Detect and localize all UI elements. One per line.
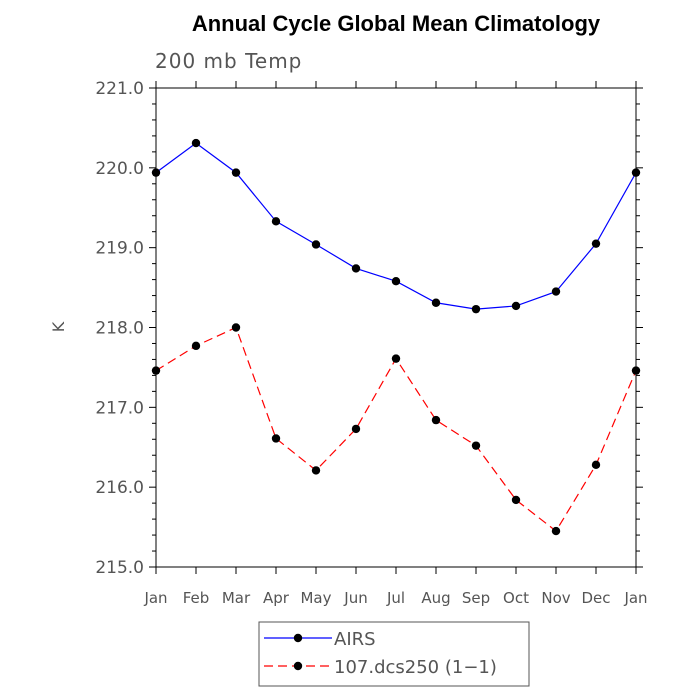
data-point (151, 366, 161, 375)
data-point (551, 526, 561, 536)
legend-marker (293, 661, 303, 671)
x-tick-label: Mar (222, 589, 251, 607)
data-point (351, 424, 361, 434)
data-point (231, 323, 241, 332)
x-tick-label: May (300, 589, 331, 607)
x-tick-label: Oct (503, 589, 529, 607)
axes: 215.0 216.0 217.0 218.0 219.0 220.0 221.0 Jan Fe… (95, 79, 647, 607)
data-point (271, 217, 281, 226)
data-point (151, 168, 161, 177)
data-point (391, 354, 401, 363)
data-point (471, 441, 481, 450)
legend-item: 107.dcs250 (1−1) (264, 657, 497, 678)
x-tick-label: Jan (623, 589, 647, 607)
x-tick-label: Jul (386, 589, 405, 607)
y-axis-label: K (49, 321, 68, 332)
x-tick-label: Dec (581, 589, 610, 607)
chart-title: Annual Cycle Global Mean Climatology (192, 11, 601, 36)
data-point (191, 341, 201, 351)
x-tick-label: Nov (541, 589, 570, 607)
series-layer (151, 138, 641, 536)
data-point (391, 276, 401, 286)
plot-frame (155, 87, 637, 568)
y-tick-label: 221.0 (95, 79, 144, 99)
data-point (311, 466, 321, 475)
data-point (471, 304, 481, 314)
legend: AIRS 107.dcs250 (1−1) (258, 621, 530, 687)
data-point (631, 168, 641, 177)
series-2 (151, 323, 641, 536)
data-point (311, 240, 321, 249)
legend-label: 107.dcs250 (1−1) (334, 657, 497, 678)
x-tick-label: Sep (462, 589, 490, 607)
data-point (431, 298, 441, 307)
legend-marker (293, 633, 303, 643)
chart-subtitle: 200 mb Temp (155, 49, 302, 73)
data-point (511, 301, 521, 311)
data-point (631, 366, 641, 375)
y-tick-label: 218.0 (95, 319, 144, 339)
x-tick-label: Apr (263, 589, 290, 607)
y-tick-label: 217.0 (95, 398, 144, 418)
x-tick-label: Feb (183, 589, 210, 607)
data-point (191, 138, 201, 148)
x-tick-label: Jun (343, 589, 367, 607)
data-point (271, 434, 281, 443)
data-point (551, 287, 561, 296)
y-tick-label: 220.0 (95, 159, 144, 179)
y-tick-label: 219.0 (95, 239, 144, 259)
x-tick-label: Aug (421, 589, 450, 607)
x-tick-label: Jan (143, 589, 167, 607)
legend-item: AIRS (264, 629, 376, 650)
legend-box (258, 621, 530, 687)
data-point (511, 495, 521, 505)
data-point (591, 239, 601, 248)
legend-label: AIRS (334, 629, 376, 650)
data-point (591, 460, 601, 470)
y-tick-label: 216.0 (95, 478, 144, 498)
data-point (351, 264, 361, 273)
data-point (231, 168, 241, 177)
y-tick-label: 215.0 (95, 558, 144, 578)
series-1 (151, 138, 641, 314)
data-point (431, 415, 441, 425)
